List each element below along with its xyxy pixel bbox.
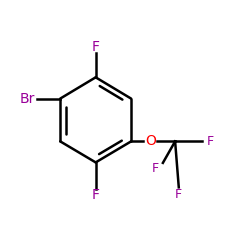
Text: F: F [175, 188, 182, 201]
Text: O: O [145, 134, 156, 148]
Text: Br: Br [19, 92, 34, 106]
Text: F: F [92, 40, 100, 54]
Text: F: F [152, 162, 159, 175]
Text: F: F [207, 135, 214, 148]
Text: F: F [92, 188, 100, 202]
